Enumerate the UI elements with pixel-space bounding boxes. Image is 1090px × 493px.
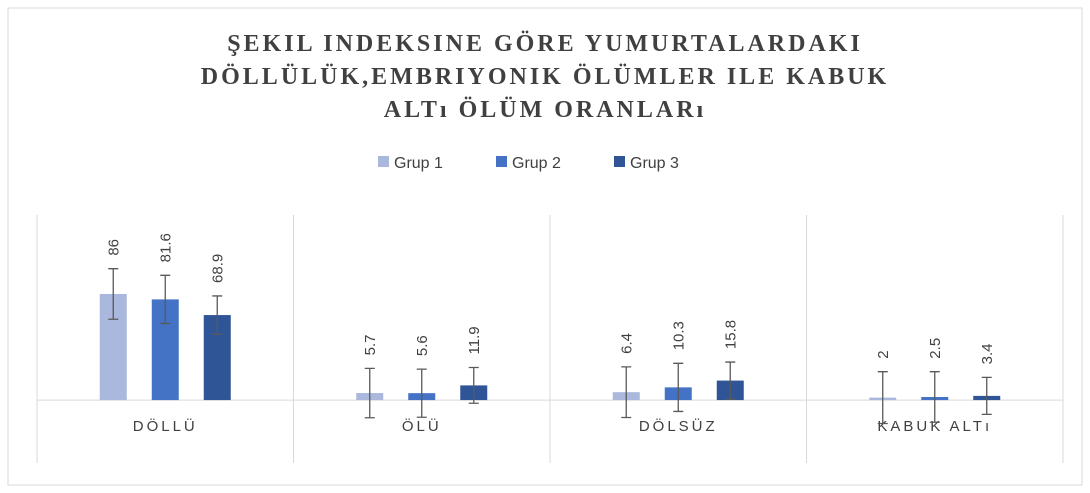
error-bar <box>981 376 992 416</box>
data-label: 15.8 <box>722 320 739 349</box>
data-label: 81.6 <box>157 233 174 262</box>
chart-title: ŞEKIL INDEKSINE GÖRE YUMURTALARDAKI <box>227 31 863 57</box>
chart-title: ALTı ÖLÜM ORANLARı <box>384 97 706 123</box>
error-bar <box>160 274 171 325</box>
data-label: 5.6 <box>414 335 431 356</box>
error-bar <box>468 366 479 404</box>
x-tick-label: DÖLLÜ <box>133 417 198 435</box>
data-label: 5.7 <box>362 335 379 356</box>
error-bar <box>929 371 940 423</box>
legend-label: Grup 2 <box>512 155 561 172</box>
data-label: 10.3 <box>670 321 687 350</box>
error-bar <box>212 295 223 335</box>
legend-swatch <box>614 156 625 167</box>
data-label: 2 <box>875 350 892 358</box>
x-tick-label: KABUK ALTı <box>877 418 992 435</box>
chart-title: DÖLLÜLÜK,EMBRIYONIK ÖLÜMLER ILE KABUK <box>201 64 889 90</box>
data-label: 2.5 <box>927 338 944 359</box>
legend-swatch <box>496 156 507 167</box>
error-bar <box>673 362 684 413</box>
legend-label: Grup 3 <box>630 155 679 172</box>
error-bar <box>725 361 736 400</box>
x-tick-label: ÖLÜ <box>402 417 442 435</box>
error-bar <box>621 366 632 419</box>
data-label: 11.9 <box>466 326 483 354</box>
error-bar <box>364 367 375 419</box>
legend-swatch <box>378 156 389 167</box>
data-label: 6.4 <box>618 333 635 354</box>
chart-border <box>7 7 1083 486</box>
error-bar <box>416 368 427 418</box>
data-label: 68.9 <box>209 254 226 283</box>
data-label: 3.4 <box>979 344 996 365</box>
x-tick-label: DÖLSÜZ <box>639 417 718 435</box>
error-bar <box>877 371 888 425</box>
legend-label: Grup 1 <box>394 155 443 172</box>
data-label: 86 <box>105 239 122 256</box>
error-bar <box>108 268 119 320</box>
